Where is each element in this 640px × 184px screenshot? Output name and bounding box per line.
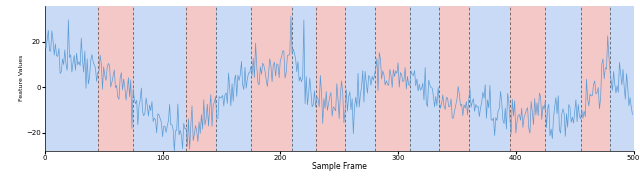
X-axis label: Sample Frame: Sample Frame <box>312 162 367 171</box>
Y-axis label: Feature Values: Feature Values <box>19 55 24 101</box>
Bar <box>439 6 468 151</box>
Bar <box>468 6 510 151</box>
Bar <box>345 6 374 151</box>
Bar <box>186 6 216 151</box>
Bar <box>133 6 186 151</box>
Bar <box>98 6 133 151</box>
Bar <box>580 6 610 151</box>
Bar <box>410 6 439 151</box>
Bar <box>45 6 98 151</box>
Bar <box>545 6 580 151</box>
Bar <box>292 6 316 151</box>
Bar <box>316 6 345 151</box>
Bar <box>610 6 634 151</box>
Bar <box>510 6 545 151</box>
Bar <box>374 6 410 151</box>
Bar <box>251 6 292 151</box>
Bar <box>216 6 251 151</box>
